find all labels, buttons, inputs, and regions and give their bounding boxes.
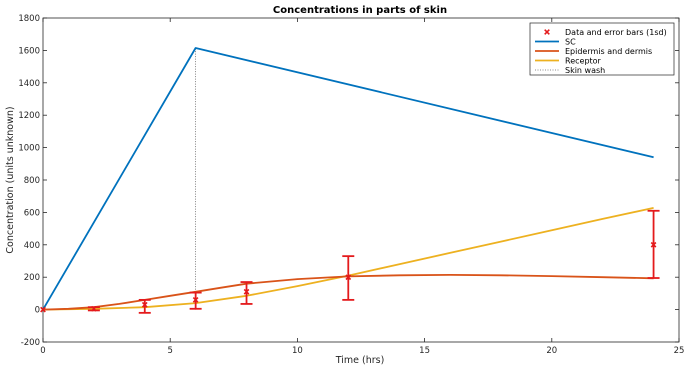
y-tick-label: 1600: [18, 46, 40, 56]
x-tick-label: 0: [40, 346, 45, 356]
x-tick-label: 25: [674, 346, 684, 356]
data-point: [189, 291, 202, 310]
legend-label-epidermis-and-dermis: Epidermis and dermis: [565, 47, 652, 56]
y-tick-label: 1000: [18, 144, 40, 154]
y-tick-label: 200: [24, 273, 40, 283]
series-line-sc: [42, 47, 654, 311]
data-point: [240, 281, 253, 305]
y-axis-label: Concentration (units unknown): [5, 106, 16, 253]
data-point-marker: [243, 288, 250, 295]
x-tick-label: 20: [546, 346, 557, 356]
y-tick-label: -200: [21, 338, 40, 348]
legend-box: [529, 22, 675, 76]
data-point: [87, 305, 100, 312]
y-tick-label: 1200: [18, 111, 40, 121]
data-point: [138, 298, 151, 314]
y-tick-label: 400: [24, 241, 40, 251]
x-tick-label: 15: [419, 346, 430, 356]
y-tick-label: 0: [35, 306, 40, 316]
data-point: [342, 255, 355, 301]
y-tick-label: 1800: [18, 14, 40, 24]
data-point: [40, 306, 46, 313]
legend-label-receptor: Receptor: [565, 57, 602, 66]
chart-title: Concentrations in parts of skin: [273, 5, 447, 16]
data-point-marker: [141, 301, 148, 308]
data-point-marker: [650, 241, 657, 248]
x-tick-label: 5: [167, 346, 172, 356]
data-point-marker: [40, 306, 46, 313]
data-point-marker: [91, 305, 97, 312]
y-tick-label: 600: [24, 208, 40, 218]
data-point: [647, 209, 660, 279]
data-point-marker: [192, 297, 199, 303]
data-point-marker: [345, 274, 352, 281]
legend-label-skin-wash: Skin wash: [565, 66, 605, 75]
legend-label-data-and-error-bars-1sd-: Data and error bars (1sd): [565, 28, 667, 37]
legend-label-sc: SC: [565, 38, 576, 47]
x-axis-label: Time (hrs): [335, 355, 385, 366]
y-tick-label: 1400: [18, 79, 40, 89]
y-tick-label: 800: [24, 176, 40, 186]
x-tick-label: 10: [292, 346, 303, 356]
legend-swatch-data-and-error-bars-1sd-: [544, 29, 550, 35]
